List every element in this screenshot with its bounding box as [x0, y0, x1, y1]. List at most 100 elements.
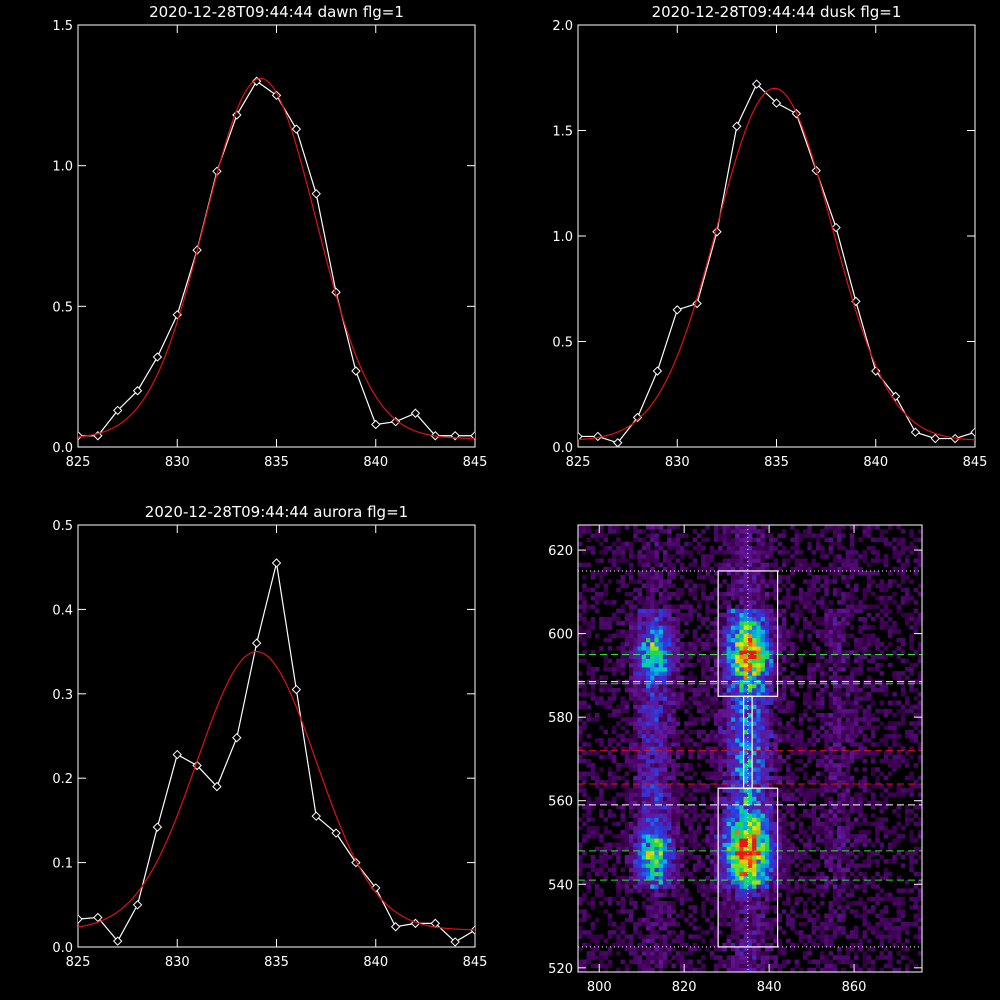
heatmap-cell — [777, 750, 783, 756]
heatmap-cell — [646, 804, 651, 810]
heatmap-cell — [735, 729, 740, 735]
heatmap-cell — [662, 888, 668, 893]
heatmap-cell — [641, 708, 647, 714]
heatmap-cell — [883, 817, 889, 822]
heatmap-cell — [629, 763, 634, 768]
heatmap-cell — [654, 658, 659, 664]
heatmap-cell — [633, 721, 638, 726]
heatmap-cell — [671, 758, 676, 764]
heatmap-cell — [900, 683, 906, 689]
heatmap-cell — [679, 788, 685, 793]
heatmap-cell — [913, 721, 918, 726]
heatmap-cell — [777, 654, 783, 659]
heatmap-cell — [595, 830, 600, 835]
heatmap-cell — [820, 792, 825, 797]
heatmap-cell — [756, 616, 761, 622]
heatmap-cell — [675, 959, 681, 964]
heatmap-cell — [743, 909, 749, 914]
heatmap-cell — [578, 775, 583, 781]
heatmap-cell — [875, 667, 880, 672]
heatmap-cell — [739, 625, 744, 630]
heatmap-cell — [854, 750, 859, 756]
heatmap-cell — [803, 813, 808, 818]
heatmap-cell — [803, 742, 808, 747]
heatmap-cell — [590, 938, 596, 944]
heatmap-cell — [896, 608, 901, 614]
heatmap-cell — [662, 909, 668, 914]
heatmap-cell — [696, 880, 702, 885]
heatmap-cell — [883, 725, 889, 730]
heatmap-cell — [688, 721, 693, 726]
heatmap-cell — [760, 838, 766, 843]
heatmap-cell — [637, 871, 642, 877]
heatmap-cell — [837, 729, 842, 735]
heatmap-cell — [671, 679, 676, 685]
heatmap-cell — [841, 959, 846, 964]
heatmap-cell — [858, 750, 863, 756]
heatmap-cell — [786, 788, 791, 793]
heatmap-cell — [730, 855, 736, 860]
heatmap-cell — [752, 717, 757, 722]
heatmap-cell — [705, 750, 710, 756]
heatmap-cell — [599, 855, 604, 860]
heatmap-cell — [811, 809, 817, 814]
heatmap-cell — [811, 717, 817, 722]
data-point — [612, 438, 623, 447]
heatmap-cell — [862, 633, 867, 639]
heatmap-cell — [807, 959, 812, 964]
heatmap-cell — [692, 742, 698, 747]
heatmap-cell — [696, 855, 702, 860]
heatmap-cell — [726, 942, 732, 948]
heatmap-cell — [641, 871, 647, 877]
heatmap-cell — [764, 871, 770, 877]
heatmap-cell — [849, 758, 855, 764]
heatmap-cell — [917, 905, 923, 910]
heatmap-cell — [722, 959, 727, 964]
heatmap-cell — [764, 725, 770, 730]
heatmap-cell — [896, 896, 901, 902]
heatmap-cell — [713, 683, 719, 689]
heatmap-cell — [590, 621, 596, 626]
heatmap-cell — [807, 951, 812, 956]
heatmap-cell — [646, 817, 651, 822]
heatmap-cell — [841, 616, 846, 622]
heatmap-cell — [667, 800, 672, 806]
heatmap-cell — [578, 934, 583, 939]
heatmap-cell — [688, 738, 693, 743]
heatmap-cell — [756, 713, 761, 718]
heatmap-cell — [862, 650, 867, 655]
heatmap-cell — [586, 809, 591, 814]
heatmap-cell — [905, 758, 910, 764]
heatmap-cell — [633, 825, 638, 831]
heatmap-cell — [875, 871, 880, 877]
heatmap-cell — [735, 784, 740, 789]
heatmap-cell — [858, 646, 863, 651]
heatmap-cell — [730, 796, 736, 801]
heatmap-cell — [705, 600, 710, 605]
heatmap-cell — [684, 796, 689, 801]
heatmap-cell — [752, 775, 757, 781]
heatmap-cell — [820, 654, 825, 659]
heatmap-cell — [756, 742, 761, 747]
heatmap-cell — [764, 905, 770, 910]
heatmap-cell — [633, 750, 638, 756]
heatmap-cell — [612, 821, 617, 827]
heatmap-cell — [837, 809, 842, 814]
heatmap-cell — [824, 838, 829, 843]
heatmap-cell — [862, 796, 867, 801]
heatmap-cell — [849, 930, 855, 935]
heatmap-cell — [832, 888, 838, 893]
heatmap-cell — [646, 742, 651, 747]
heatmap-cell — [688, 796, 693, 801]
heatmap-cell — [769, 708, 774, 714]
heatmap-cell — [739, 612, 744, 618]
heatmap-cell — [730, 662, 736, 668]
heatmap-cell — [807, 758, 812, 764]
heatmap-cell — [743, 633, 749, 639]
heatmap-cell — [629, 721, 634, 726]
heatmap-cell — [624, 838, 630, 843]
heatmap-cell — [781, 629, 787, 634]
heatmap-cell — [688, 654, 693, 659]
heatmap-cell — [679, 746, 685, 751]
heatmap-cell — [747, 604, 753, 609]
